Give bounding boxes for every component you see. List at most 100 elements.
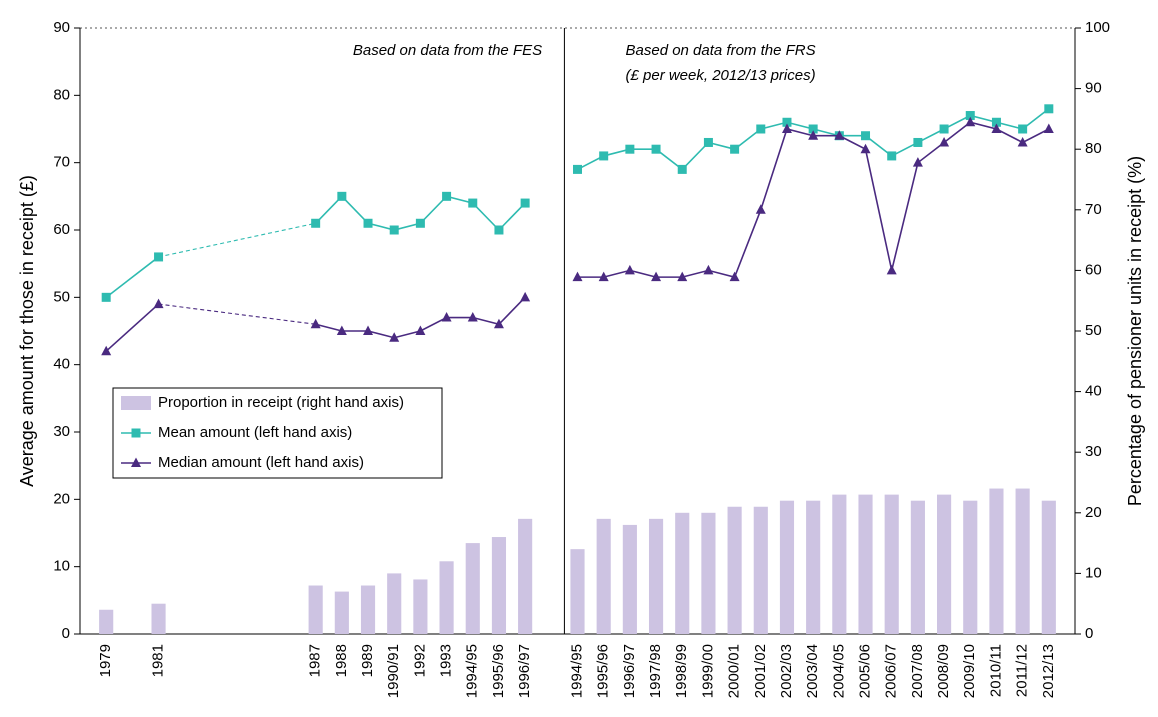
marker xyxy=(415,325,426,335)
marker xyxy=(939,124,949,134)
line xyxy=(577,121,1050,279)
marker xyxy=(1043,123,1054,133)
x-tick-label: 2002/03 xyxy=(778,644,795,698)
marker xyxy=(808,130,819,140)
bar xyxy=(387,573,402,634)
bar xyxy=(675,512,690,634)
marker xyxy=(624,264,635,275)
annotation: (£ per week, 2012/13 prices) xyxy=(626,67,816,84)
y-tick-label: 10 xyxy=(53,558,70,575)
marker xyxy=(101,345,112,356)
marker xyxy=(1017,136,1028,147)
y2-tick-label: 100 xyxy=(1085,19,1110,36)
marker xyxy=(861,131,871,141)
x-tick-label: 1996/97 xyxy=(516,644,533,698)
y2-tick-label: 40 xyxy=(1085,383,1102,400)
marker xyxy=(468,198,478,208)
marker xyxy=(782,117,792,127)
bar xyxy=(701,512,716,634)
marker xyxy=(1018,124,1028,134)
marker xyxy=(860,143,871,154)
x-tick-label: 2012/13 xyxy=(1040,644,1057,698)
marker xyxy=(729,271,740,282)
x-tick-label: 1994/95 xyxy=(568,644,585,698)
marker xyxy=(913,137,923,147)
bar xyxy=(832,494,847,634)
bar xyxy=(963,500,978,634)
bar xyxy=(491,537,507,634)
marker xyxy=(415,218,425,228)
x-tick-label: 1981 xyxy=(150,644,167,677)
y2-tick-label: 20 xyxy=(1085,504,1102,521)
marker xyxy=(494,225,504,235)
y-tick-label: 0 xyxy=(62,625,70,642)
legend: Proportion in receipt (right hand axis) M… xyxy=(112,387,443,479)
legend-label: Median amount (left hand axis) xyxy=(158,454,364,471)
marker xyxy=(389,225,399,235)
gap-connector xyxy=(158,303,316,325)
legend-swatch xyxy=(121,396,151,410)
marker xyxy=(520,198,530,208)
bar xyxy=(465,543,480,634)
y-axis-title: Average amount for those in receipt (£) xyxy=(17,175,37,487)
bar xyxy=(439,561,454,634)
bar xyxy=(1015,488,1030,634)
y2-axis-title: Percentage of pensioner units in receipt… xyxy=(1125,156,1145,506)
marker xyxy=(834,130,845,140)
marker xyxy=(781,123,792,133)
marker xyxy=(310,318,321,329)
y-tick-label: 90 xyxy=(53,19,70,36)
marker xyxy=(467,312,478,322)
y-tick-label: 40 xyxy=(53,356,70,373)
x-tick-label: 2005/06 xyxy=(856,644,873,698)
marker xyxy=(703,137,713,147)
x-tick-label: 1988 xyxy=(333,644,350,677)
marker xyxy=(991,117,1001,127)
x-tick-label: 1994/95 xyxy=(464,644,481,698)
x-tick-label: 1997/98 xyxy=(647,644,664,698)
bar xyxy=(596,518,611,634)
bar xyxy=(806,500,821,634)
bar xyxy=(622,524,637,634)
x-tick-label: 2011/12 xyxy=(1014,644,1031,697)
marker xyxy=(730,144,740,154)
bar xyxy=(360,585,376,634)
marker xyxy=(442,191,452,201)
gap-connector xyxy=(105,256,160,298)
legend-label: Mean amount (left hand axis) xyxy=(158,424,352,441)
x-tick-label: 1992 xyxy=(411,644,428,677)
x-tick-label: 2008/09 xyxy=(935,644,952,698)
y2-tick-label: 70 xyxy=(1085,201,1102,218)
legend-box xyxy=(112,387,443,479)
marker xyxy=(651,144,661,154)
bar xyxy=(99,609,114,634)
x-tick-label: 1996/97 xyxy=(621,644,638,698)
marker xyxy=(599,151,609,161)
bar xyxy=(858,494,873,634)
marker xyxy=(363,325,374,335)
y2-tick-label: 10 xyxy=(1085,564,1102,581)
y2-tick-label: 90 xyxy=(1085,80,1102,97)
y2-tick-label: 30 xyxy=(1085,443,1102,460)
bar xyxy=(884,494,899,634)
x-tick-label: 1995/96 xyxy=(490,644,507,698)
marker xyxy=(703,264,714,275)
bar xyxy=(308,585,323,634)
marker xyxy=(756,124,766,134)
x-tick-label: 2010/11 xyxy=(987,644,1004,697)
y-tick-label: 50 xyxy=(53,288,70,305)
marker xyxy=(336,325,347,335)
x-tick-label: 1999/00 xyxy=(699,644,716,698)
marker xyxy=(1044,104,1054,114)
marker xyxy=(991,123,1002,133)
marker xyxy=(677,164,687,174)
x-tick-label: 2000/01 xyxy=(726,644,743,698)
marker xyxy=(965,116,976,127)
x-tick-label: 1993 xyxy=(438,644,455,677)
marker xyxy=(677,271,688,282)
bar xyxy=(413,579,428,634)
gap-connector xyxy=(105,303,160,352)
bar xyxy=(727,506,742,634)
annotation: Based on data from the FES xyxy=(353,42,542,59)
bar xyxy=(779,500,795,634)
